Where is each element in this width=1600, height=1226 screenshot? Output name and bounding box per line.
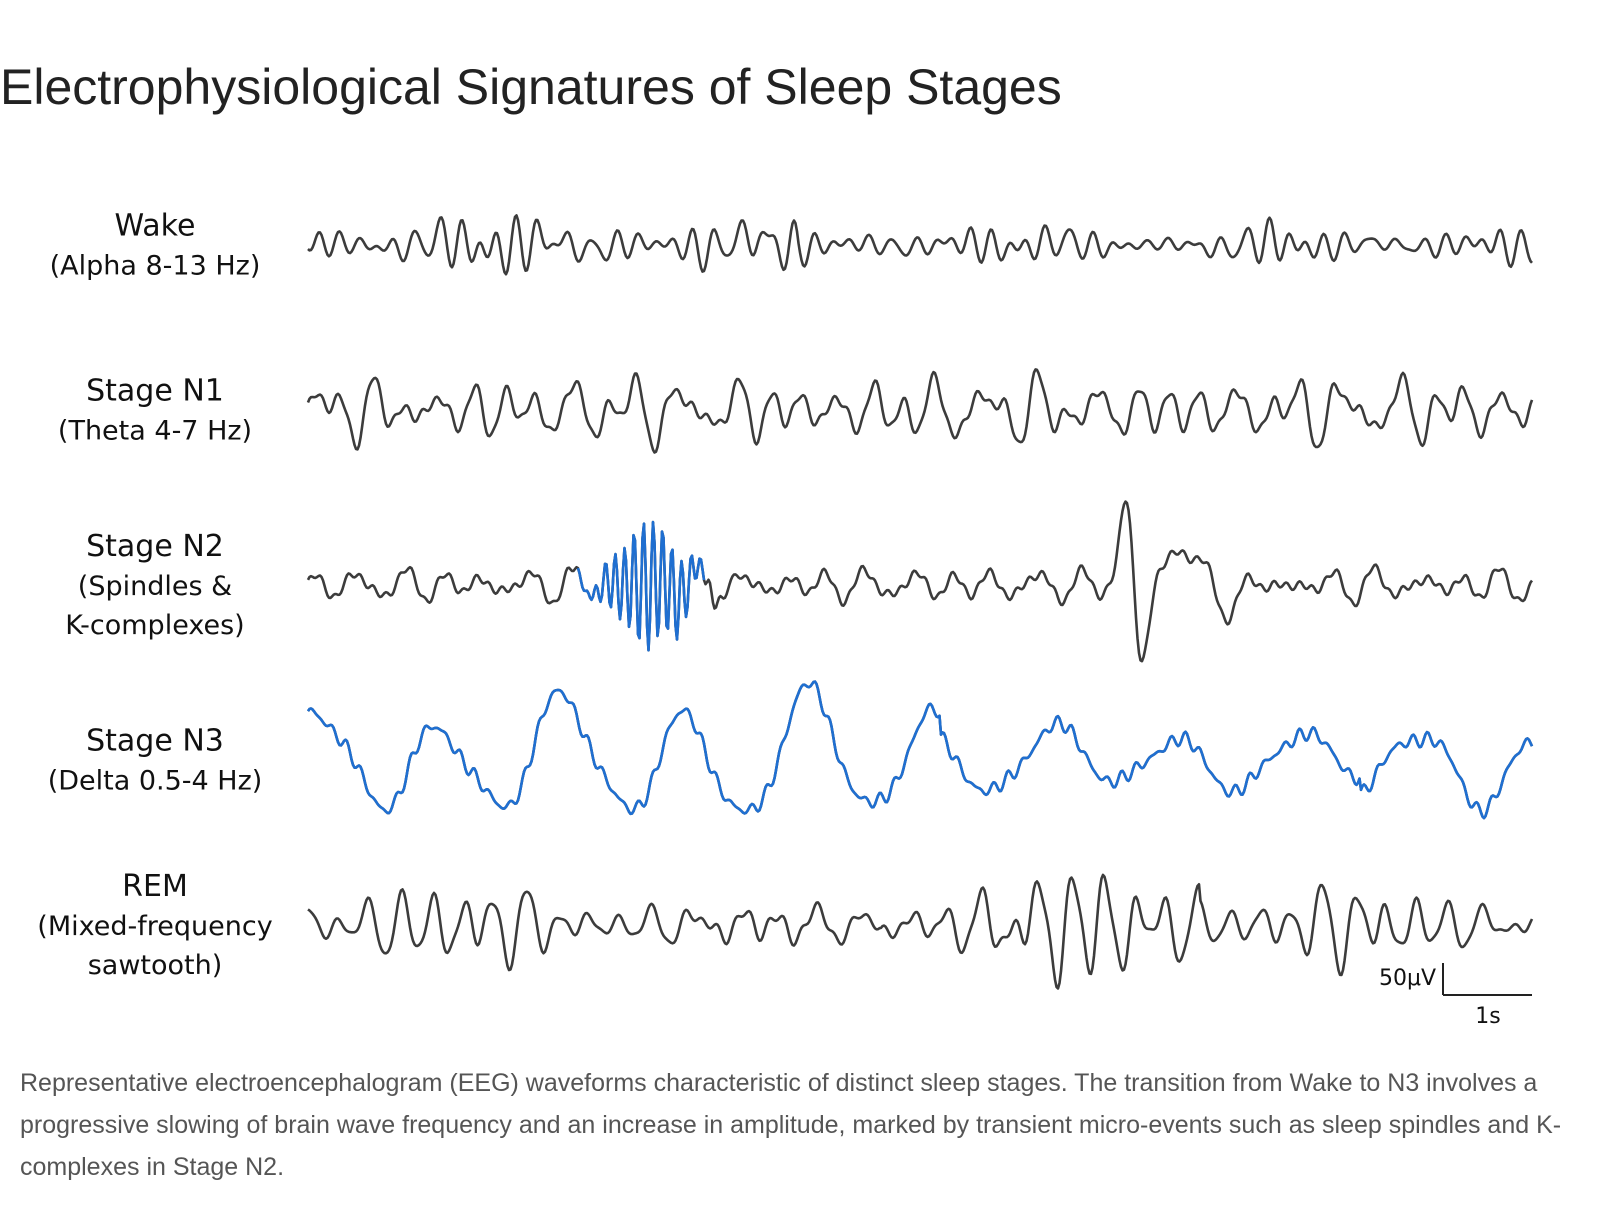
row-label: (Mixed-frequency [37,911,272,942]
row-label: REM [122,869,188,904]
eeg-wave [306,368,1534,454]
row-label: (Alpha 8-13 Hz) [50,251,261,282]
row-label: sawtooth) [88,950,223,981]
eeg-wave [307,214,1533,276]
row-label: Stage N2 [86,529,224,564]
eeg-highlight [306,680,1534,820]
eeg-wave [307,873,1534,990]
row-label: (Theta 4-7 Hz) [58,416,252,447]
scale-time: 1s [1475,1004,1500,1029]
row-label: (Spindles & [78,571,232,602]
row-label: Stage N1 [86,374,224,409]
row-label: Stage N3 [86,724,224,759]
row-label: Wake [115,209,196,244]
eeg-highlight [576,520,706,652]
title: Electrophysiological Signatures of Sleep… [0,59,1062,115]
eeg-wave [306,500,1534,663]
row-label: K-complexes) [65,610,244,641]
row-label: (Delta 0.5-4 Hz) [48,766,263,797]
figure: 50μV 1s Wake (Alpha 8-13 Hz) Stage N1 (Thet… [37,209,1534,1029]
caption: Representative electroencephalogram (EEG… [20,1069,1562,1181]
scale-amplitude: 50μV [1379,966,1436,991]
